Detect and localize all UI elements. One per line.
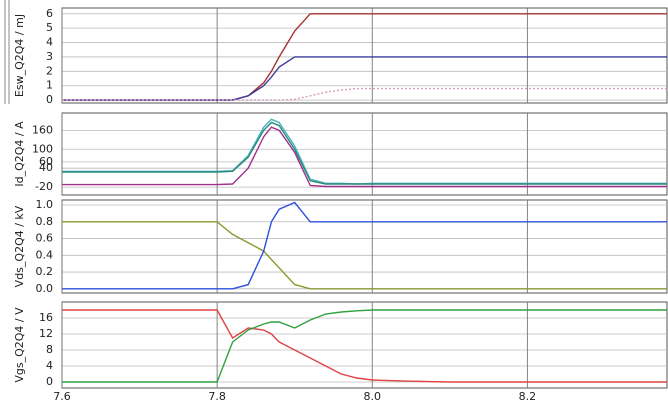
series-line: [62, 87, 667, 101]
y-tick-label: 1: [46, 79, 53, 92]
y-tick-label: 0.6: [36, 232, 54, 245]
y-tick-label: 0.2: [36, 265, 54, 278]
series-line: [62, 221, 667, 290]
series-line: [62, 118, 667, 185]
y-tick-label: 60: [39, 155, 53, 168]
y-tick-label: 160: [32, 123, 53, 136]
y-tick-label: 0.8: [36, 215, 54, 228]
y-tick-label: 16: [39, 311, 53, 324]
y-tick-label: 4: [46, 36, 53, 49]
y-tick-label: 100: [32, 142, 53, 155]
y-tick-label: 3: [46, 50, 53, 63]
x-tick-label: 7.6: [53, 390, 71, 403]
y-axis-label: Esw_Q2Q4 / mJ: [13, 14, 26, 97]
y-tick-label: 6: [46, 7, 53, 20]
y-tick-label: 0: [46, 93, 53, 106]
y-tick-label: -20: [35, 180, 53, 193]
y-tick-label: 0: [46, 375, 53, 388]
series-line: [62, 201, 667, 290]
y-axis-label: Vds_Q2Q4 / kV: [13, 205, 26, 287]
series-line: [62, 121, 667, 185]
y-tick-label: 8: [46, 343, 53, 356]
y-tick-label: 1.0: [36, 198, 54, 211]
series-line: [62, 126, 667, 188]
panel-frame: [61, 199, 668, 294]
y-axis-label: Id_Q2Q4 / A: [13, 121, 26, 187]
panel-frame: [61, 7, 668, 104]
x-tick-label: 8.2: [519, 390, 537, 403]
series-line: [62, 309, 667, 383]
series-line: [62, 56, 667, 101]
y-axis-label: Vgs_Q2Q4 / V: [13, 307, 26, 383]
y-tick-label: 5: [46, 21, 53, 34]
y-tick-label: 0.4: [36, 248, 54, 261]
y-tick-label: 40: [39, 161, 53, 174]
x-tick-label: 8.0: [364, 390, 382, 403]
x-tick-label: 7.8: [208, 390, 226, 403]
y-tick-label: 2: [46, 64, 53, 77]
y-tick-label: 4: [46, 359, 53, 372]
series-line: [62, 309, 667, 383]
y-tick-label: 0.0: [36, 282, 54, 295]
panel-frame: [61, 301, 668, 389]
y-tick-label: 12: [39, 327, 53, 340]
